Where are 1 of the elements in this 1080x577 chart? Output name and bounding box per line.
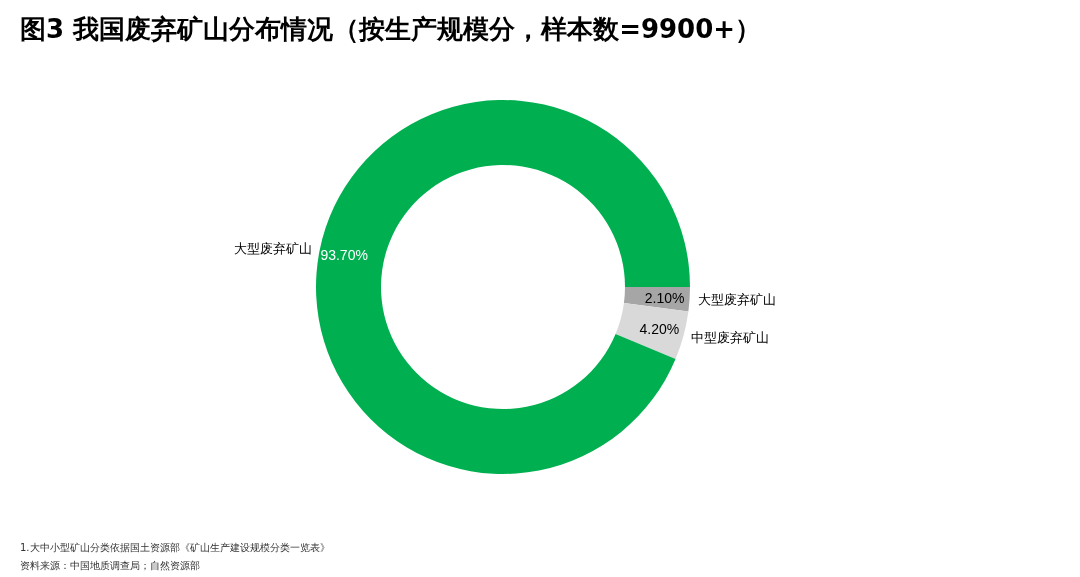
title: 图3 我国废弃矿山分布情况（按生产规模分，样本数=9900+） [20,14,762,44]
